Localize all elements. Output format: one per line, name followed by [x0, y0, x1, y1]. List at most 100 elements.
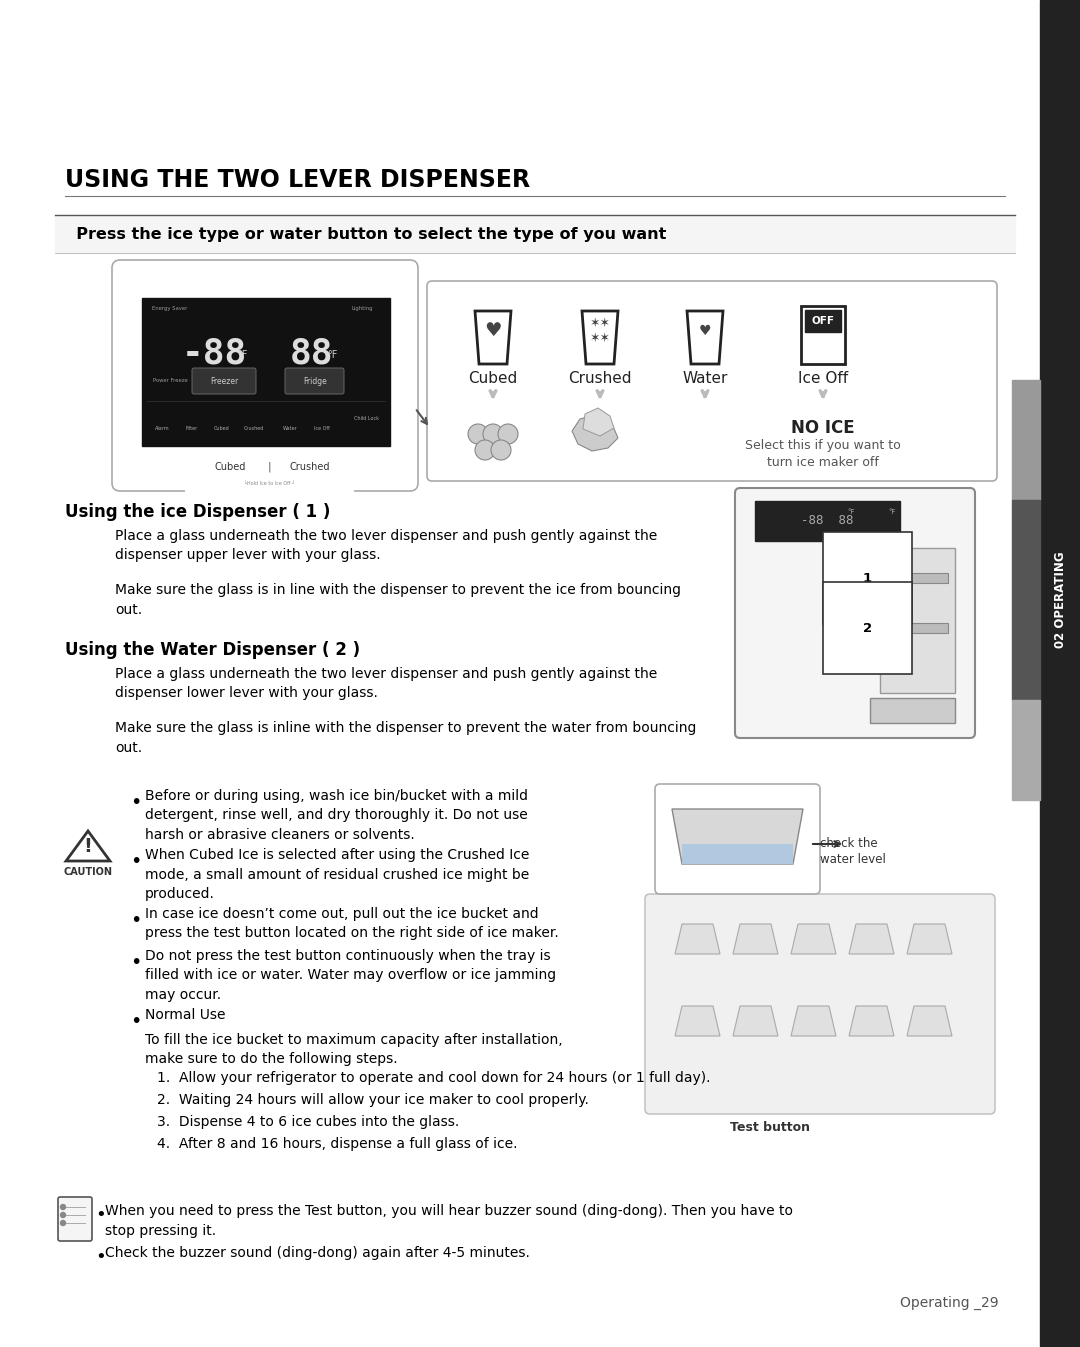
Text: NO ICE: NO ICE: [792, 419, 854, 436]
Bar: [55, 216, 1015, 253]
Circle shape: [60, 1204, 66, 1210]
Text: -88  88: -88 88: [800, 515, 853, 528]
Polygon shape: [907, 1006, 951, 1036]
Text: °F: °F: [237, 350, 247, 360]
Text: Before or during using, wash ice bin/bucket with a mild
detergent, rinse well, a: Before or during using, wash ice bin/buc…: [145, 789, 528, 842]
Bar: [755, 501, 900, 541]
Polygon shape: [672, 810, 804, 863]
Bar: [880, 548, 955, 692]
Text: ✶✶
✶✶: ✶✶ ✶✶: [590, 317, 610, 345]
Circle shape: [491, 440, 511, 459]
Text: When Cubed Ice is selected after using the Crushed Ice
mode, a small amount of r: When Cubed Ice is selected after using t…: [145, 849, 529, 901]
Polygon shape: [791, 1006, 836, 1036]
Polygon shape: [907, 924, 951, 954]
Polygon shape: [849, 924, 894, 954]
Text: Make sure the glass is inline with the dispenser to prevent the water from bounc: Make sure the glass is inline with the d…: [114, 721, 697, 754]
Text: In case ice doesn’t come out, pull out the ice bucket and
press the test button : In case ice doesn’t come out, pull out t…: [145, 907, 558, 940]
Circle shape: [468, 424, 488, 445]
Text: When you need to press the Test button, you will hear buzzer sound (ding-dong). : When you need to press the Test button, …: [105, 1204, 793, 1238]
Text: Water: Water: [283, 426, 297, 431]
Text: Do not press the test button continuously when the tray is
filled with ice or wa: Do not press the test button continuousl…: [145, 950, 556, 1002]
Text: Child Lock: Child Lock: [354, 415, 379, 420]
Text: OFF: OFF: [811, 317, 835, 326]
Text: Ice Off: Ice Off: [314, 426, 329, 431]
Text: 2: 2: [863, 621, 872, 634]
Text: •: •: [95, 1249, 106, 1266]
Text: Alarm: Alarm: [154, 426, 170, 431]
Text: Cubed: Cubed: [214, 426, 230, 431]
Text: Press the ice type or water button to select the type of you want: Press the ice type or water button to se…: [65, 226, 666, 241]
Text: └Hold Ice to Ice Off ┘: └Hold Ice to Ice Off ┘: [243, 481, 295, 486]
Polygon shape: [733, 924, 778, 954]
Bar: [801, 306, 845, 364]
Polygon shape: [675, 1006, 720, 1036]
Text: Normal Use: Normal Use: [145, 1008, 226, 1022]
Text: Crushed: Crushed: [568, 370, 632, 387]
Text: Crushed: Crushed: [289, 462, 330, 471]
Polygon shape: [733, 1006, 778, 1036]
Text: Place a glass underneath the two lever dispenser and push gently against the
dis: Place a glass underneath the two lever d…: [114, 529, 658, 563]
FancyBboxPatch shape: [735, 488, 975, 738]
Text: To fill the ice bucket to maximum capacity after installation,
make sure to do t: To fill the ice bucket to maximum capaci…: [145, 1033, 563, 1067]
Bar: [1012, 700, 1040, 800]
Text: 2.  Waiting 24 hours will allow your ice maker to cool properly.: 2. Waiting 24 hours will allow your ice …: [157, 1092, 589, 1107]
Text: Crushed: Crushed: [244, 426, 265, 431]
Polygon shape: [681, 845, 793, 863]
Text: check the
water level: check the water level: [820, 836, 886, 866]
Bar: [805, 310, 841, 331]
Text: CAUTION: CAUTION: [64, 867, 112, 877]
Polygon shape: [791, 924, 836, 954]
Text: ♥: ♥: [484, 322, 502, 341]
FancyBboxPatch shape: [427, 282, 997, 481]
Text: 1.  Allow your refrigerator to operate and cool down for 24 hours (or 1 full day: 1. Allow your refrigerator to operate an…: [157, 1071, 711, 1084]
Text: Cubed: Cubed: [214, 462, 245, 471]
Text: Using the Water Dispenser ( 2 ): Using the Water Dispenser ( 2 ): [65, 641, 360, 659]
Text: °F: °F: [847, 509, 854, 515]
Text: •: •: [130, 911, 141, 929]
Bar: [185, 453, 353, 492]
Polygon shape: [675, 924, 720, 954]
Text: Using the ice Dispenser ( 1 ): Using the ice Dispenser ( 1 ): [65, 502, 330, 521]
Text: 1: 1: [863, 571, 872, 585]
Text: Place a glass underneath the two lever dispenser and push gently against the
dis: Place a glass underneath the two lever d…: [114, 667, 658, 700]
Bar: [1012, 380, 1040, 500]
Text: Water: Water: [683, 370, 728, 387]
Bar: [888, 624, 948, 633]
Circle shape: [483, 424, 503, 445]
Bar: [1012, 500, 1040, 700]
Text: 3.  Dispense 4 to 6 ice cubes into the glass.: 3. Dispense 4 to 6 ice cubes into the gl…: [157, 1115, 459, 1129]
Text: •: •: [130, 1012, 141, 1030]
Polygon shape: [583, 408, 615, 436]
Text: Power Freeze: Power Freeze: [152, 379, 187, 384]
Polygon shape: [572, 414, 618, 451]
Text: Test button: Test button: [730, 1121, 810, 1134]
Text: Make sure the glass is in line with the dispenser to prevent the ice from bounci: Make sure the glass is in line with the …: [114, 583, 681, 617]
Text: !: !: [83, 838, 93, 857]
Text: USING THE TWO LEVER DISPENSER: USING THE TWO LEVER DISPENSER: [65, 168, 530, 193]
FancyBboxPatch shape: [58, 1197, 92, 1241]
Circle shape: [60, 1220, 66, 1226]
FancyBboxPatch shape: [654, 784, 820, 894]
Bar: [141, 298, 390, 446]
FancyBboxPatch shape: [645, 894, 995, 1114]
Text: 88: 88: [291, 335, 334, 370]
FancyBboxPatch shape: [112, 260, 418, 492]
Text: Energy Saver: Energy Saver: [152, 306, 188, 311]
Text: Filter: Filter: [186, 426, 198, 431]
FancyBboxPatch shape: [192, 368, 256, 395]
Text: Select this if you want to
turn ice maker off: Select this if you want to turn ice make…: [745, 439, 901, 469]
Text: Check the buzzer sound (ding-dong) again after 4-5 minutes.: Check the buzzer sound (ding-dong) again…: [105, 1246, 530, 1259]
Text: •: •: [130, 793, 141, 812]
Circle shape: [475, 440, 495, 459]
Text: Operating _29: Operating _29: [900, 1296, 999, 1311]
Polygon shape: [849, 1006, 894, 1036]
Circle shape: [498, 424, 518, 445]
Bar: [1040, 0, 1080, 1347]
Text: 02 OPERATING: 02 OPERATING: [1053, 552, 1067, 648]
FancyBboxPatch shape: [285, 368, 345, 395]
Text: °F: °F: [327, 350, 337, 360]
Bar: [870, 698, 955, 723]
Circle shape: [60, 1212, 66, 1218]
Text: ♥: ♥: [699, 325, 712, 338]
Text: •: •: [95, 1206, 106, 1224]
